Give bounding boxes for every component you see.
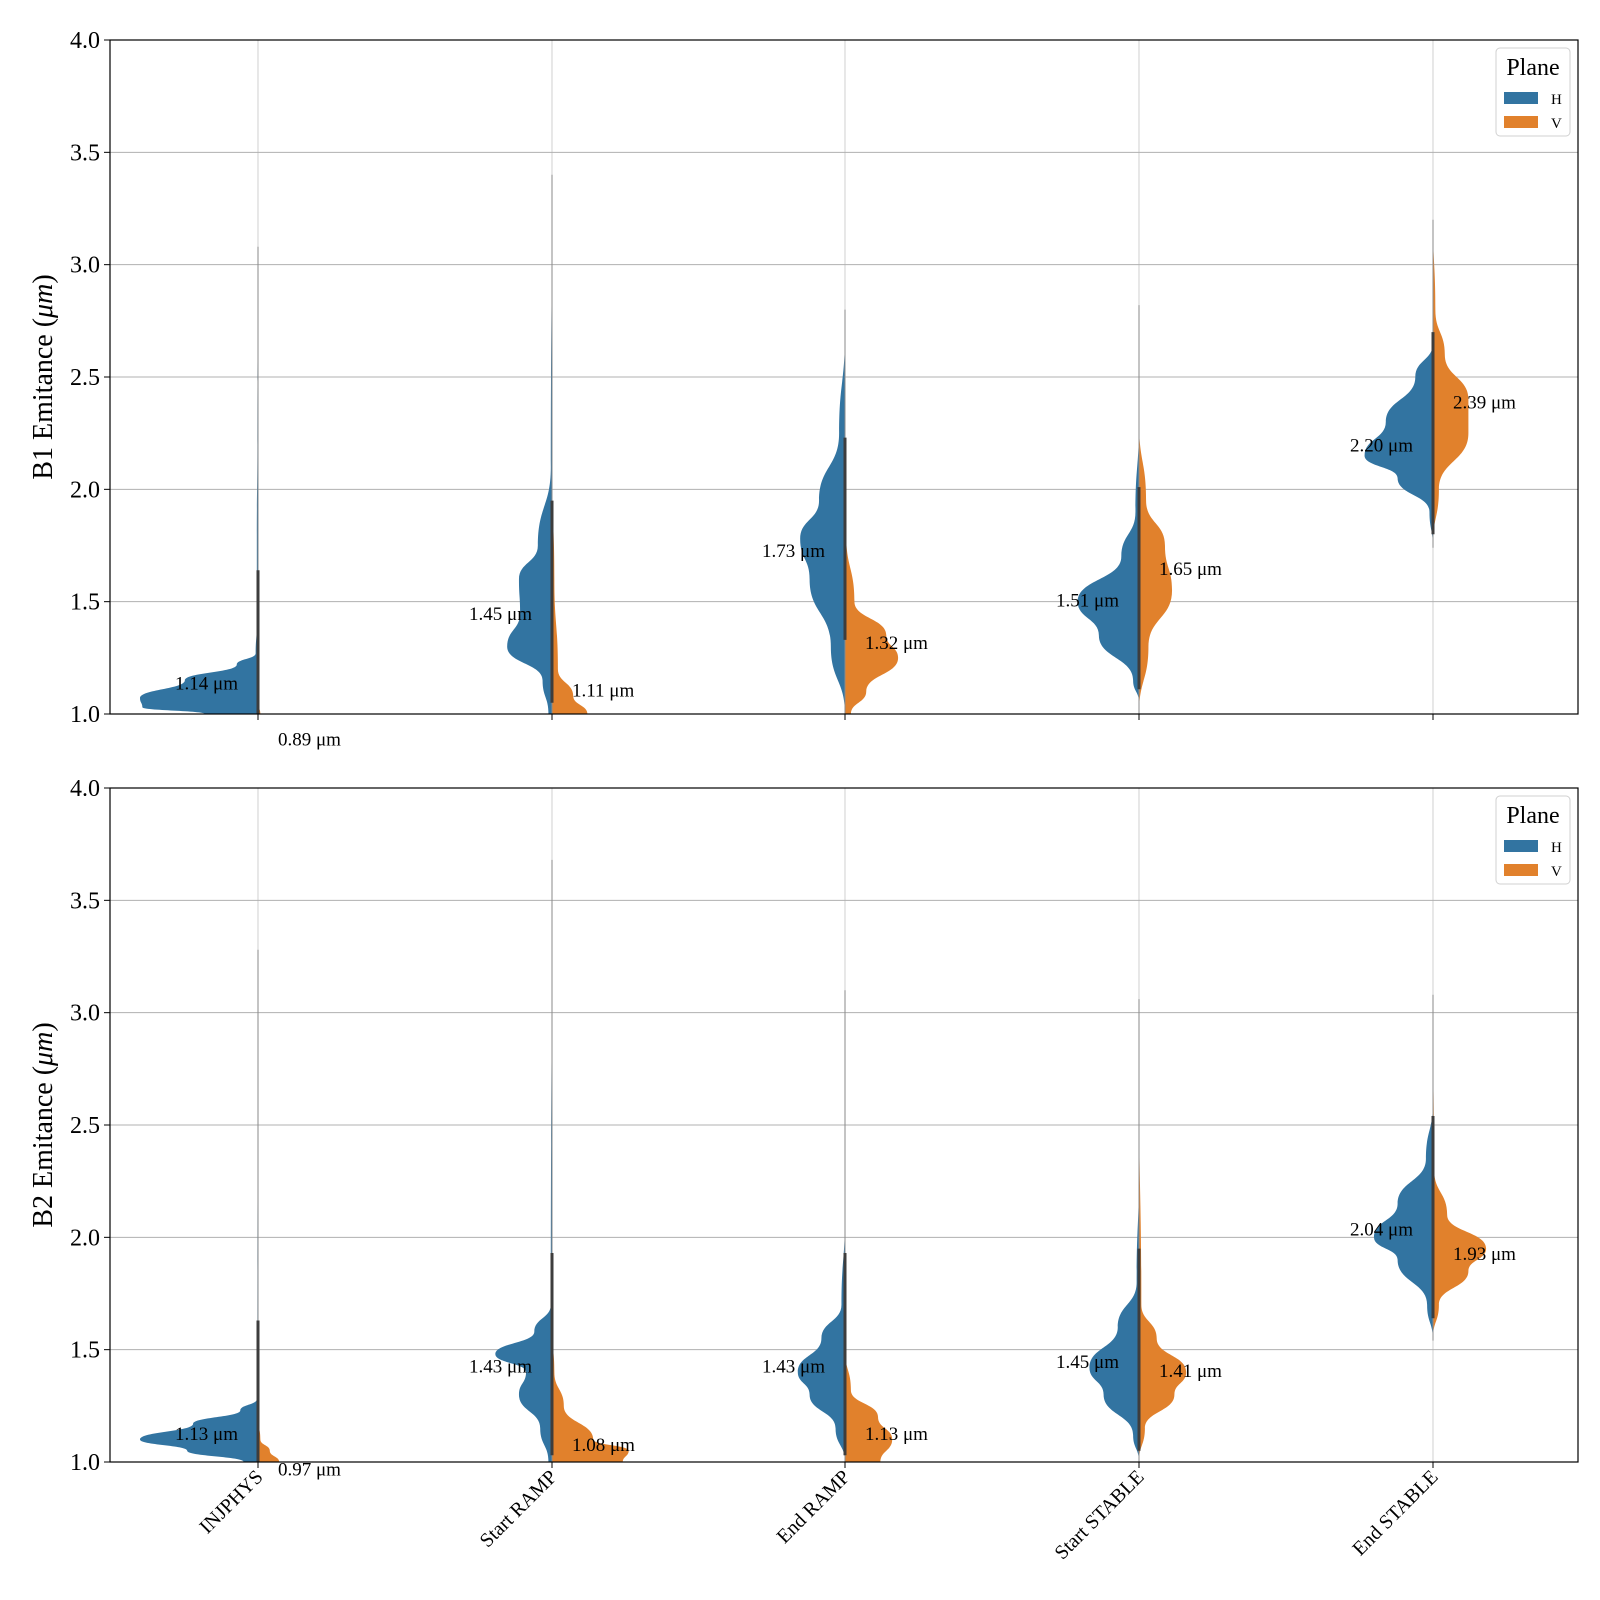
violin-v-1 [552, 466, 588, 714]
x-tick-label: Start STABLE [1050, 1466, 1148, 1564]
y-label-unit: μm [28, 284, 59, 319]
x-tick-label: End RAMP [773, 1466, 855, 1548]
x-tick-label: End STABLE [1348, 1466, 1442, 1560]
median-label-h: 1.73 μm [762, 541, 825, 562]
y-tick-label: 1.5 [70, 590, 100, 616]
median-label-h: 1.13 μm [175, 1424, 238, 1445]
legend: Plane HV [1495, 47, 1571, 137]
y-tick-label: 4.0 [70, 776, 100, 802]
y-label-text: B2 Emitance ( [28, 1066, 59, 1228]
y-label-text: B1 Emitance ( [28, 318, 59, 480]
x-tick-label: INJPHYS [195, 1466, 267, 1538]
median-label-h: 1.51 μm [1056, 590, 1119, 611]
y-tick-label: 4.0 [70, 28, 100, 54]
y-tick-label: 1.5 [70, 1338, 100, 1364]
y-axis-label: B1 Emitance (μm) [28, 274, 59, 479]
violins [140, 174, 1469, 714]
median-label-v: 1.08 μm [572, 1435, 635, 1456]
legend-label-v: V [1551, 116, 1562, 132]
violin-h-0 [140, 949, 258, 1462]
y-tick-label: 2.5 [70, 1113, 100, 1139]
median-label-v: 1.13 μm [865, 1424, 928, 1445]
median-label-h: 1.43 μm [469, 1356, 532, 1377]
violin-h-4 [1364, 219, 1433, 548]
y-axis-label: B2 Emitance (μm) [28, 1022, 59, 1227]
violin-h-2 [797, 990, 845, 1462]
violin-h-1 [507, 174, 552, 714]
median-label-h: 2.20 μm [1350, 435, 1413, 456]
y-tick-label: 2.0 [70, 477, 100, 503]
violin-v-2 [845, 388, 899, 714]
y-tick-label: 3.5 [70, 140, 100, 166]
y-label-unit: μm [28, 1032, 59, 1067]
axes-frame [109, 39, 1579, 715]
x-tick-label: Start RAMP [476, 1466, 562, 1552]
median-label-v: 0.89 μm [278, 730, 341, 751]
legend-title: Plane [1506, 803, 1559, 829]
y-tick-label: 3.5 [70, 888, 100, 914]
median-label-h: 1.45 μm [469, 604, 532, 625]
violin-v-3 [1139, 377, 1173, 714]
legend-swatch-h [1504, 92, 1538, 104]
violin-h-0 [140, 246, 258, 714]
violin-h-4 [1374, 994, 1433, 1341]
median-label-v: 1.41 μm [1159, 1361, 1222, 1382]
median-label-h: 1.14 μm [175, 674, 238, 695]
violins [140, 859, 1487, 1462]
y-label-close: ) [28, 1022, 59, 1031]
legend-label-v: V [1551, 864, 1562, 880]
median-label-h: 1.45 μm [1056, 1352, 1119, 1373]
violin-v-4 [1433, 1012, 1487, 1339]
axes-frame [109, 787, 1579, 1463]
violin-h-3 [1089, 999, 1139, 1462]
violin-v-0 [258, 1102, 280, 1462]
violin-h-1 [495, 859, 552, 1462]
median-label-v: 1.93 μm [1453, 1244, 1516, 1265]
legend-title: Plane [1506, 55, 1559, 81]
median-label-v: 1.65 μm [1159, 559, 1222, 580]
panel-2: 1.0 1.5 2.0 2.5 3.0 3.5 4.0 1.13 μm 1.43 μm 1.43 … [28, 776, 1579, 1564]
y-tick-label: 1.0 [70, 702, 100, 728]
violin-v-4 [1433, 219, 1469, 546]
y-tick-label: 2.5 [70, 365, 100, 391]
median-label-h: 1.43 μm [762, 1356, 825, 1377]
violin-h-3 [1077, 305, 1139, 703]
violin-h-2 [800, 309, 845, 714]
violin-v-1 [552, 1001, 629, 1462]
y-tick-label: 3.0 [70, 1001, 100, 1027]
median-label-v: 2.39 μm [1453, 393, 1516, 414]
median-label-v: 0.97 μm [278, 1460, 341, 1481]
violin-v-2 [845, 1102, 893, 1462]
y-tick-label: 2.0 [70, 1225, 100, 1251]
legend-swatch-v [1504, 864, 1538, 876]
panel-1: 1.0 1.5 2.0 2.5 3.0 3.5 4.0 1.14 μm 1.45 μm 1.73 … [28, 28, 1579, 751]
legend-label-h: H [1551, 92, 1562, 108]
y-tick-label: 3.0 [70, 253, 100, 279]
y-tick-label: 1.0 [70, 1450, 100, 1476]
legend-swatch-h [1504, 840, 1538, 852]
median-label-h: 2.04 μm [1350, 1219, 1413, 1240]
legend: Plane HV [1495, 795, 1571, 885]
legend-swatch-v [1504, 116, 1538, 128]
y-label-close: ) [28, 274, 59, 283]
legend-label-h: H [1551, 840, 1562, 856]
median-label-v: 1.11 μm [572, 680, 634, 701]
median-label-v: 1.32 μm [865, 633, 928, 654]
violin-v-3 [1139, 1080, 1187, 1462]
